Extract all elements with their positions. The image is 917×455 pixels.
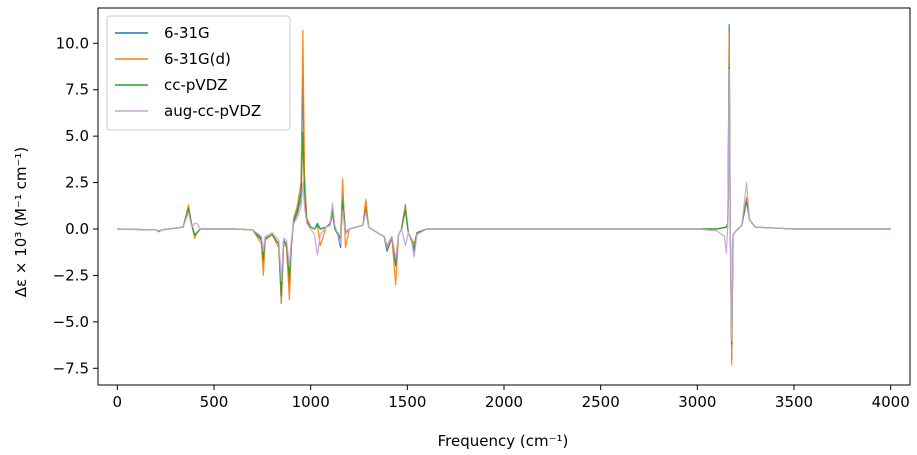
y-tick-label: −2.5 <box>53 266 89 284</box>
y-tick-label: 0.0 <box>65 220 89 238</box>
x-tick-label: 4000 <box>872 393 910 411</box>
y-axis-label: Δε × 10³ (M⁻¹ cm⁻¹) <box>12 147 30 297</box>
y-tick-label: 10.0 <box>56 34 89 52</box>
legend-label: 6-31G <box>164 24 210 42</box>
legend-label: cc-pVDZ <box>164 76 228 94</box>
series-layer <box>117 24 891 366</box>
y-tick-label: −7.5 <box>53 359 89 377</box>
x-axis-label: Frequency (cm⁻¹) <box>438 432 569 450</box>
legend-label: 6-31G(d) <box>164 50 231 68</box>
x-tick-label: 500 <box>200 393 229 411</box>
x-tick-label: 2000 <box>485 393 523 411</box>
y-tick-label: 2.5 <box>65 174 89 192</box>
x-tick-label: 0 <box>113 393 123 411</box>
legend: 6-31G 6-31G(d) cc-pVDZ aug-cc-pVDZ <box>106 15 291 131</box>
x-tick-label: 2500 <box>582 393 620 411</box>
y-tick-label: 7.5 <box>65 81 89 99</box>
series-line-4 <box>117 68 891 341</box>
y-tick-label: 5.0 <box>65 127 89 145</box>
x-tick-label: 3000 <box>678 393 716 411</box>
y-tick-label: −5.0 <box>53 313 89 331</box>
x-tick-label: 1000 <box>292 393 330 411</box>
legend-box <box>106 15 291 131</box>
x-tick-label: 3500 <box>775 393 813 411</box>
x-tick-label: 1500 <box>388 393 426 411</box>
legend-label: aug-cc-pVDZ <box>164 102 261 120</box>
axes-layer: 0 500 1000 1500 2000 2500 3000 3500 4000 −7.5 −5.0… <box>53 7 911 411</box>
